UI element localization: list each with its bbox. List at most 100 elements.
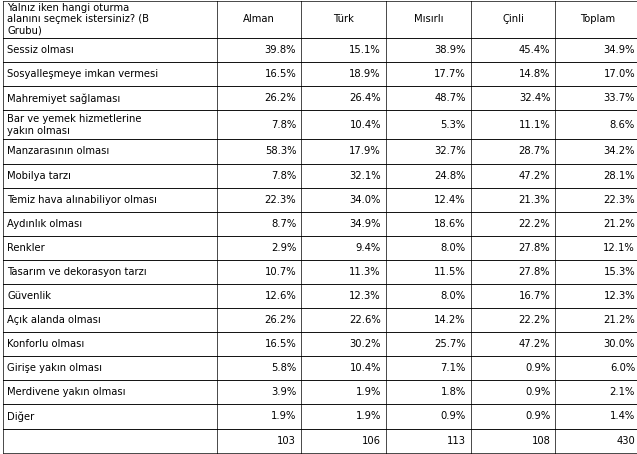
Text: 430: 430 bbox=[617, 435, 635, 445]
Text: 11.3%: 11.3% bbox=[349, 267, 381, 277]
Text: 17.7%: 17.7% bbox=[434, 69, 466, 79]
Text: 12.4%: 12.4% bbox=[434, 195, 466, 205]
Text: 16.7%: 16.7% bbox=[519, 291, 550, 301]
Text: 25.7%: 25.7% bbox=[434, 339, 466, 349]
Text: 1.8%: 1.8% bbox=[440, 387, 466, 397]
Text: Mobilya tarzı: Mobilya tarzı bbox=[7, 171, 71, 181]
Text: 12.3%: 12.3% bbox=[349, 291, 381, 301]
Text: 32.1%: 32.1% bbox=[349, 171, 381, 181]
Text: 18.9%: 18.9% bbox=[349, 69, 381, 79]
Text: 5.3%: 5.3% bbox=[440, 120, 466, 130]
Text: 27.8%: 27.8% bbox=[519, 243, 550, 253]
Text: 34.9%: 34.9% bbox=[604, 45, 635, 55]
Text: Temiz hava alınabiliyor olması: Temiz hava alınabiliyor olması bbox=[7, 195, 157, 205]
Text: 12.3%: 12.3% bbox=[603, 291, 635, 301]
Text: 106: 106 bbox=[362, 435, 381, 445]
Text: Çinli: Çinli bbox=[502, 15, 524, 25]
Text: 21.2%: 21.2% bbox=[603, 315, 635, 325]
Text: 0.9%: 0.9% bbox=[440, 411, 466, 421]
Text: 8.0%: 8.0% bbox=[441, 291, 466, 301]
Text: 48.7%: 48.7% bbox=[434, 93, 466, 103]
Text: 1.9%: 1.9% bbox=[355, 411, 381, 421]
Text: 108: 108 bbox=[531, 435, 550, 445]
Text: 45.4%: 45.4% bbox=[519, 45, 550, 55]
Text: Sosyalleşmeye imkan vermesi: Sosyalleşmeye imkan vermesi bbox=[7, 69, 158, 79]
Text: 8.0%: 8.0% bbox=[441, 243, 466, 253]
Text: 15.3%: 15.3% bbox=[603, 267, 635, 277]
Text: 22.2%: 22.2% bbox=[519, 219, 550, 229]
Text: 16.5%: 16.5% bbox=[264, 339, 296, 349]
Text: Aydınlık olması: Aydınlık olması bbox=[7, 219, 82, 229]
Text: 38.9%: 38.9% bbox=[434, 45, 466, 55]
Text: 2.9%: 2.9% bbox=[271, 243, 296, 253]
Text: 3.9%: 3.9% bbox=[271, 387, 296, 397]
Text: 34.2%: 34.2% bbox=[604, 147, 635, 157]
Text: Merdivene yakın olması: Merdivene yakın olması bbox=[7, 387, 125, 397]
Text: 26.4%: 26.4% bbox=[349, 93, 381, 103]
Text: 47.2%: 47.2% bbox=[519, 171, 550, 181]
Text: 10.4%: 10.4% bbox=[350, 120, 381, 130]
Text: 14.2%: 14.2% bbox=[434, 315, 466, 325]
Text: 7.1%: 7.1% bbox=[440, 363, 466, 373]
Text: 1.9%: 1.9% bbox=[271, 411, 296, 421]
Text: Tasarım ve dekorasyon tarzı: Tasarım ve dekorasyon tarzı bbox=[7, 267, 147, 277]
Text: 17.9%: 17.9% bbox=[349, 147, 381, 157]
Text: 0.9%: 0.9% bbox=[525, 387, 550, 397]
Text: Alman: Alman bbox=[243, 15, 275, 25]
Text: 113: 113 bbox=[447, 435, 466, 445]
Text: 32.7%: 32.7% bbox=[434, 147, 466, 157]
Text: 30.0%: 30.0% bbox=[604, 339, 635, 349]
Text: Konforlu olması: Konforlu olması bbox=[7, 339, 84, 349]
Text: Mahremiyet sağlaması: Mahremiyet sağlaması bbox=[7, 93, 120, 104]
Text: 5.8%: 5.8% bbox=[271, 363, 296, 373]
Text: 27.8%: 27.8% bbox=[519, 267, 550, 277]
Text: 12.1%: 12.1% bbox=[603, 243, 635, 253]
Text: Sessiz olması: Sessiz olması bbox=[7, 45, 74, 55]
Text: 12.6%: 12.6% bbox=[264, 291, 296, 301]
Text: 0.9%: 0.9% bbox=[525, 411, 550, 421]
Text: 11.5%: 11.5% bbox=[434, 267, 466, 277]
Text: Renkler: Renkler bbox=[7, 243, 45, 253]
Text: 14.8%: 14.8% bbox=[519, 69, 550, 79]
Text: 6.0%: 6.0% bbox=[610, 363, 635, 373]
Text: 28.1%: 28.1% bbox=[603, 171, 635, 181]
Text: 10.4%: 10.4% bbox=[350, 363, 381, 373]
Text: 22.2%: 22.2% bbox=[519, 315, 550, 325]
Text: 1.9%: 1.9% bbox=[355, 387, 381, 397]
Text: 22.3%: 22.3% bbox=[264, 195, 296, 205]
Text: 39.8%: 39.8% bbox=[265, 45, 296, 55]
Text: 34.9%: 34.9% bbox=[350, 219, 381, 229]
Text: Güvenlik: Güvenlik bbox=[7, 291, 51, 301]
Text: 21.2%: 21.2% bbox=[603, 219, 635, 229]
Text: 18.6%: 18.6% bbox=[434, 219, 466, 229]
Text: Diğer: Diğer bbox=[7, 411, 34, 422]
Text: 0.9%: 0.9% bbox=[525, 363, 550, 373]
Text: 34.0%: 34.0% bbox=[350, 195, 381, 205]
Text: Bar ve yemek hizmetlerine
yakın olması: Bar ve yemek hizmetlerine yakın olması bbox=[7, 114, 141, 136]
Text: 16.5%: 16.5% bbox=[264, 69, 296, 79]
Text: 58.3%: 58.3% bbox=[265, 147, 296, 157]
Text: 32.4%: 32.4% bbox=[519, 93, 550, 103]
Text: 15.1%: 15.1% bbox=[349, 45, 381, 55]
Text: 22.3%: 22.3% bbox=[603, 195, 635, 205]
Text: 30.2%: 30.2% bbox=[350, 339, 381, 349]
Text: 9.4%: 9.4% bbox=[355, 243, 381, 253]
Text: Toplam: Toplam bbox=[580, 15, 615, 25]
Text: 22.6%: 22.6% bbox=[349, 315, 381, 325]
Text: 10.7%: 10.7% bbox=[264, 267, 296, 277]
Text: 21.3%: 21.3% bbox=[519, 195, 550, 205]
Text: 8.6%: 8.6% bbox=[610, 120, 635, 130]
Text: 24.8%: 24.8% bbox=[434, 171, 466, 181]
Text: 17.0%: 17.0% bbox=[603, 69, 635, 79]
Text: 103: 103 bbox=[277, 435, 296, 445]
Text: 2.1%: 2.1% bbox=[610, 387, 635, 397]
Text: 1.4%: 1.4% bbox=[610, 411, 635, 421]
Text: 33.7%: 33.7% bbox=[604, 93, 635, 103]
Text: 7.8%: 7.8% bbox=[271, 171, 296, 181]
Text: 11.1%: 11.1% bbox=[519, 120, 550, 130]
Text: 7.8%: 7.8% bbox=[271, 120, 296, 130]
Text: Manzarasının olması: Manzarasının olması bbox=[7, 147, 110, 157]
Text: Türk: Türk bbox=[333, 15, 354, 25]
Text: 28.7%: 28.7% bbox=[519, 147, 550, 157]
Text: Açık alanda olması: Açık alanda olması bbox=[7, 315, 101, 325]
